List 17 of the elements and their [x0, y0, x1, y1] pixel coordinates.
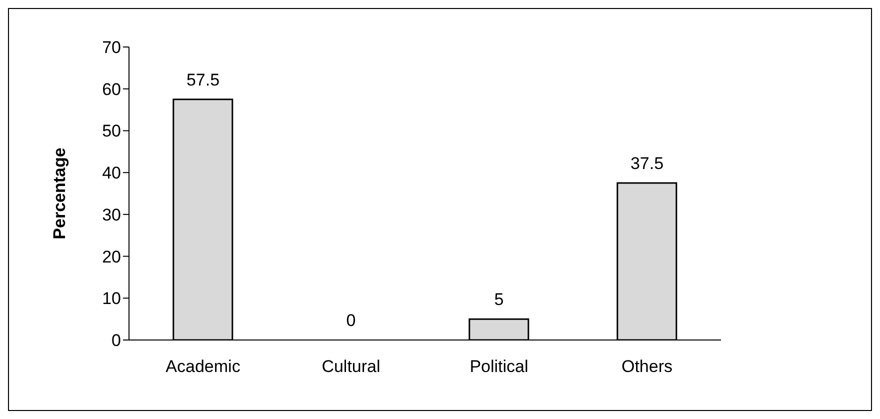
data-label: 5 — [494, 290, 504, 310]
x-tick-label: Cultural — [322, 357, 380, 376]
y-axis-title: Percentage — [50, 148, 70, 240]
data-label: 57.5 — [186, 70, 220, 90]
x-tick-label: Academic — [166, 357, 241, 376]
y-tick-label: 0 — [112, 331, 121, 350]
y-tick-label: 60 — [102, 80, 121, 99]
data-label: 37.5 — [630, 154, 664, 174]
x-tick-label: Political — [470, 357, 528, 376]
y-tick-label: 50 — [102, 122, 121, 141]
y-tick-label: 10 — [102, 289, 121, 308]
y-tick-label: 40 — [102, 164, 121, 183]
x-tick-label: Others — [621, 357, 673, 376]
y-tick-label: 20 — [102, 247, 121, 266]
data-label: 0 — [346, 311, 356, 330]
y-tick-label: 70 — [102, 38, 121, 58]
y-tick-label: 30 — [102, 205, 121, 224]
